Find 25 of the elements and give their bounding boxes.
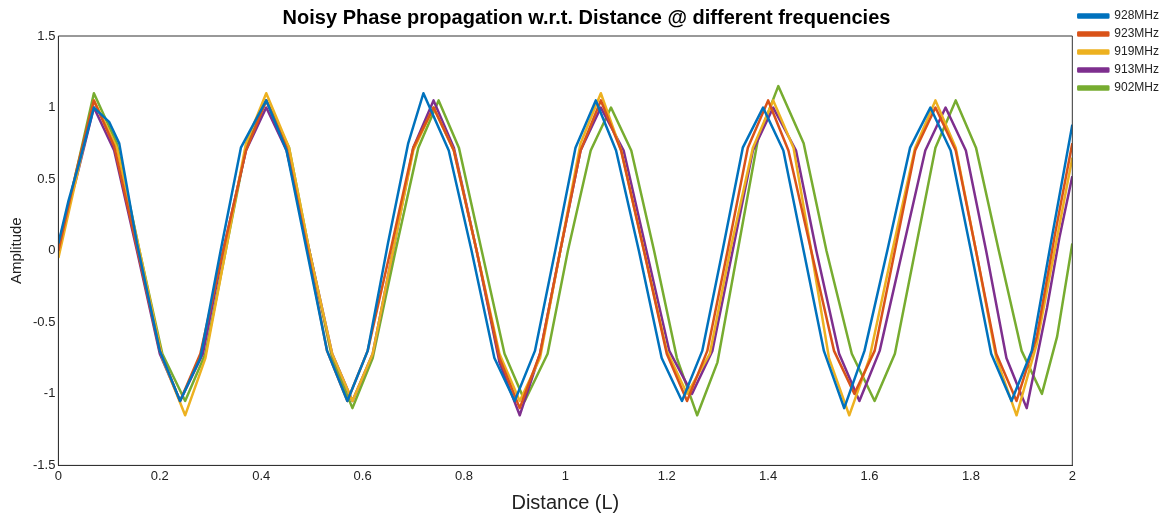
x-tick-label: 2 [1068, 467, 1076, 483]
x-tick-label: 1.6 [860, 467, 879, 483]
y-tick-label: -0.5 [32, 313, 56, 329]
x-tick-label: 0.8 [454, 467, 474, 483]
x-tick-label: 1.2 [657, 467, 676, 483]
y-tick-label: 0.5 [37, 170, 56, 186]
x-tick-label: 0.6 [353, 467, 372, 483]
x-axis-title: Distance (L) [511, 490, 620, 513]
y-axis-title: Amplitude [7, 217, 25, 285]
x-tick-label: 1.8 [961, 467, 980, 483]
y-tick-label: 1 [48, 99, 56, 115]
legend-label: 919MHz [1114, 44, 1159, 59]
legend-label: 913MHz [1114, 62, 1159, 77]
x-tick-label: 0.4 [252, 467, 271, 483]
y-tick-label: 0 [48, 242, 56, 258]
y-tick-label: 1.5 [37, 27, 56, 43]
y-tick-label: -1.5 [32, 456, 56, 472]
y-tick-label: -1 [43, 385, 56, 401]
legend-label: 928MHz [1114, 8, 1159, 23]
legend-label: 923MHz [1114, 26, 1159, 41]
legend-label: 902MHz [1114, 80, 1159, 95]
x-tick-label: 0.2 [150, 467, 169, 483]
x-tick-label: 1.4 [759, 467, 778, 483]
x-tick-label: 1 [561, 467, 569, 483]
chart-title: Noisy Phase propagation w.r.t. Distance @ different frequencies [282, 5, 891, 28]
